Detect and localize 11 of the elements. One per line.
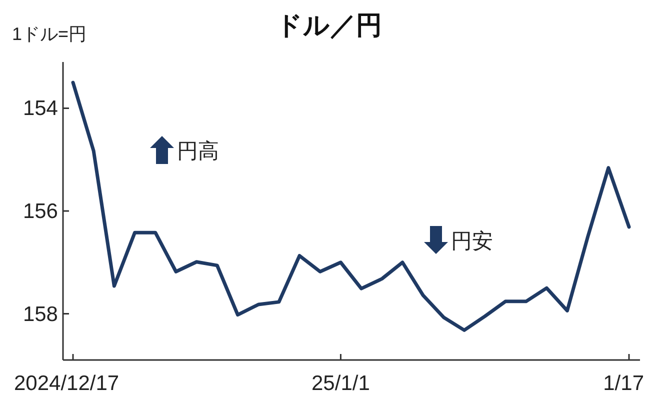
annotation: 円高 — [177, 140, 219, 163]
chart-title: ドル／円 — [276, 10, 382, 40]
x-tick-label: 1/17 — [603, 372, 644, 395]
y-axis-title: 1ドル=円 — [12, 24, 87, 44]
line-series — [71, 80, 631, 332]
y-tick-label: 154 — [22, 97, 58, 120]
y-tick-label: 158 — [22, 302, 58, 326]
y-tick-label: 156 — [22, 200, 58, 223]
x-tick-label: 2024/12/17 — [14, 372, 120, 395]
x-tick-label: 25/1/1 — [312, 372, 370, 395]
annotation: 円安 — [451, 230, 493, 253]
